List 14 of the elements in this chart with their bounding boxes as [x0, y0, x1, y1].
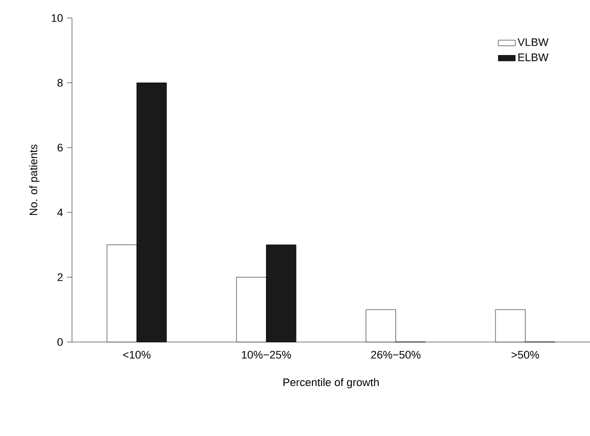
legend-label: VLBW [518, 38, 549, 46]
y-tick-label: 10 [52, 14, 63, 22]
x-tick-label: <10% [123, 350, 151, 359]
y-axis-title: No. of patients [29, 144, 40, 215]
y-tick-label: 8 [58, 78, 63, 87]
y-tick-label: 0 [57, 338, 63, 346]
y-tick-label: 2 [58, 273, 63, 282]
x-tick-label: 10%−25% [242, 350, 291, 359]
x-axis-title: Percentile of growth [283, 378, 379, 388]
x-tick-label: >50% [512, 350, 540, 359]
x-tick-label: 26%−50% [371, 350, 420, 359]
y-tick-label: 4 [57, 208, 63, 216]
legend-label: ELBW [518, 54, 549, 62]
y-tick-label: 6 [58, 144, 63, 152]
